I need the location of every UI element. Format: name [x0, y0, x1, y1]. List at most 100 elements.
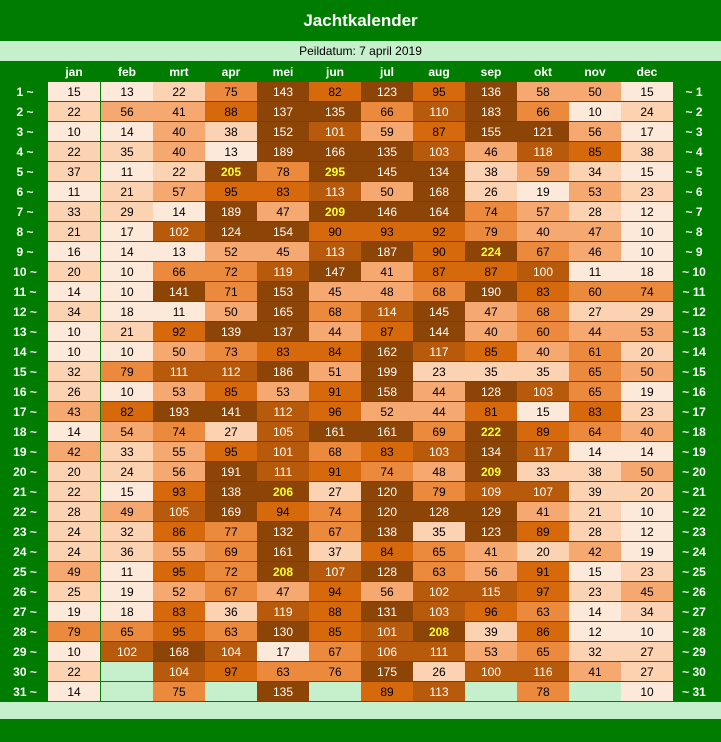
- day-cell: 87: [413, 262, 465, 281]
- day-cell: 153: [257, 282, 309, 301]
- day-cell: 189: [257, 142, 309, 161]
- day-cell: 19: [621, 382, 673, 401]
- day-cell: 12: [621, 202, 673, 221]
- day-label-right: ~ 11: [682, 285, 706, 299]
- day-cell: 22: [48, 102, 100, 121]
- day-cell: 152: [257, 122, 309, 141]
- day-cell: 23: [621, 562, 673, 581]
- day-cell: 22: [153, 162, 205, 181]
- day-cell: 14: [48, 682, 100, 701]
- day-cell: 10: [48, 342, 100, 361]
- day-cell: 14: [569, 602, 621, 621]
- day-cell: 161: [257, 542, 309, 561]
- day-cell: 36: [101, 542, 153, 561]
- day-label-left: 31 ~: [13, 685, 37, 699]
- day-cell: 123: [465, 522, 517, 541]
- day-label-right: ~ 18: [682, 425, 706, 439]
- day-cell: 92: [413, 222, 465, 241]
- day-cell: 17: [621, 122, 673, 141]
- day-cell: 32: [569, 642, 621, 661]
- day-label-left: 8 ~: [16, 225, 34, 239]
- day-cell: 117: [517, 442, 569, 461]
- day-label-left: 25 ~: [13, 565, 37, 579]
- day-cell: 94: [257, 502, 309, 521]
- day-cell: 103: [413, 602, 465, 621]
- day-cell: 56: [361, 582, 413, 601]
- day-cell: 27: [621, 642, 673, 661]
- day-cell: 134: [413, 162, 465, 181]
- day-cell: 66: [361, 102, 413, 121]
- day-cell: 52: [153, 582, 205, 601]
- day-cell: 112: [257, 402, 309, 421]
- day-label-right: ~ 30: [682, 665, 706, 679]
- day-cell: 20: [517, 542, 569, 561]
- day-label-right: ~ 9: [685, 245, 703, 259]
- day-cell: 118: [517, 142, 569, 161]
- day-cell: 102: [413, 582, 465, 601]
- day-cell: 83: [153, 602, 205, 621]
- day-cell: 105: [257, 422, 309, 441]
- day-cell: 57: [517, 202, 569, 221]
- day-cell: 65: [569, 382, 621, 401]
- month-header-jul: jul: [380, 65, 394, 79]
- day-cell: 166: [309, 142, 361, 161]
- day-label-right: ~ 23: [682, 525, 706, 539]
- day-cell: 95: [153, 562, 205, 581]
- day-cell: 85: [309, 622, 361, 641]
- day-cell: 43: [48, 402, 100, 421]
- day-cell: 103: [413, 442, 465, 461]
- day-label-right: ~ 10: [682, 265, 706, 279]
- day-cell: 59: [517, 162, 569, 181]
- day-cell: 111: [257, 462, 309, 481]
- day-label-right: ~ 20: [682, 465, 706, 479]
- day-cell: 92: [153, 322, 205, 341]
- day-cell: 27: [621, 662, 673, 681]
- day-cell: 40: [621, 422, 673, 441]
- day-cell: 21: [101, 322, 153, 341]
- day-cell: 16: [48, 242, 100, 261]
- day-cell: 79: [465, 222, 517, 241]
- day-cell: 82: [101, 402, 153, 421]
- day-cell: 86: [517, 622, 569, 641]
- day-cell: 47: [257, 202, 309, 221]
- day-cell: 33: [101, 442, 153, 461]
- day-cell: 132: [257, 522, 309, 541]
- day-cell: 83: [569, 402, 621, 421]
- day-cell: 128: [413, 502, 465, 521]
- day-cell: 11: [153, 302, 205, 321]
- day-cell: 48: [361, 282, 413, 301]
- day-cell: 78: [257, 162, 309, 181]
- day-cell: 146: [361, 202, 413, 221]
- day-cell: 22: [153, 82, 205, 101]
- day-cell: 34: [569, 162, 621, 181]
- month-header-mrt: mrt: [169, 65, 189, 79]
- day-label-left: 16 ~: [13, 385, 37, 399]
- day-label-right: ~ 31: [682, 685, 706, 699]
- day-cell: 124: [205, 222, 257, 241]
- day-label-right: ~ 21: [682, 485, 706, 499]
- day-label-right: ~ 6: [685, 185, 703, 199]
- day-cell: 190: [465, 282, 517, 301]
- day-cell: 10: [621, 622, 673, 641]
- day-cell: 23: [621, 402, 673, 421]
- day-cell: 40: [517, 222, 569, 241]
- day-cell: 135: [361, 142, 413, 161]
- day-cell: 95: [205, 442, 257, 461]
- day-label-right: ~ 14: [682, 345, 706, 359]
- day-cell: 10: [101, 342, 153, 361]
- day-cell: 111: [413, 642, 465, 661]
- day-cell: 89: [517, 422, 569, 441]
- day-cell: 119: [257, 262, 309, 281]
- day-label-left: 9 ~: [16, 245, 34, 259]
- day-cell: 74: [153, 422, 205, 441]
- day-cell: 38: [465, 162, 517, 181]
- day-cell: 10: [621, 502, 673, 521]
- day-cell: 155: [465, 122, 517, 141]
- day-cell: 141: [153, 282, 205, 301]
- day-cell: 100: [517, 262, 569, 281]
- day-cell: 168: [413, 182, 465, 201]
- day-cell: 15: [48, 82, 100, 101]
- day-cell: 21: [48, 222, 100, 241]
- day-cell: 82: [309, 82, 361, 101]
